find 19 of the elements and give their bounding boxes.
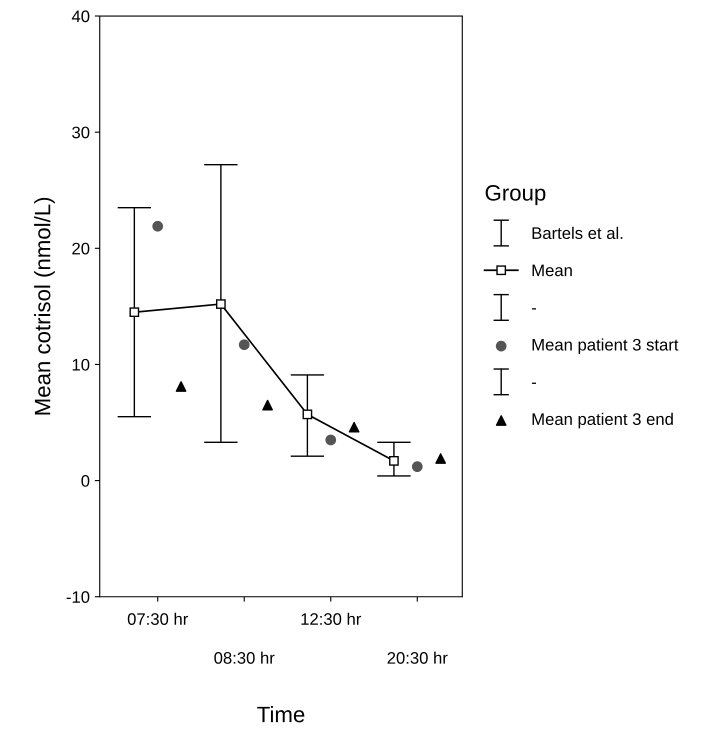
y-tick-label: 40 (72, 10, 90, 22)
y-tick-label: 0 (81, 475, 90, 487)
y-tick-label: 20 (72, 242, 90, 255)
legend-label: Mean patient 3 end (532, 412, 673, 428)
y-tick-label: 10 (72, 358, 90, 371)
text: - (532, 382, 536, 384)
y-tick-label: 30 (72, 126, 90, 138)
legend-label: Mean patient 3 start (532, 338, 678, 354)
x-tick-label: 12:30 hr (301, 612, 362, 625)
legend-title: Group (486, 185, 546, 206)
text: - (532, 308, 536, 310)
x-tick-label: 20:30 hr (388, 652, 448, 664)
x-axis-title: Time (257, 706, 304, 722)
y-axis-title: Mean cotrisol (nmol/L) (34, 198, 55, 414)
x-tick-label: 07:30 hr (128, 612, 188, 625)
legend-label: Mean (532, 264, 572, 276)
y-tick-label: -10 (66, 591, 90, 603)
text: Bartels et al. (532, 226, 622, 240)
x-tick-label: 08:30 hr (214, 652, 275, 664)
